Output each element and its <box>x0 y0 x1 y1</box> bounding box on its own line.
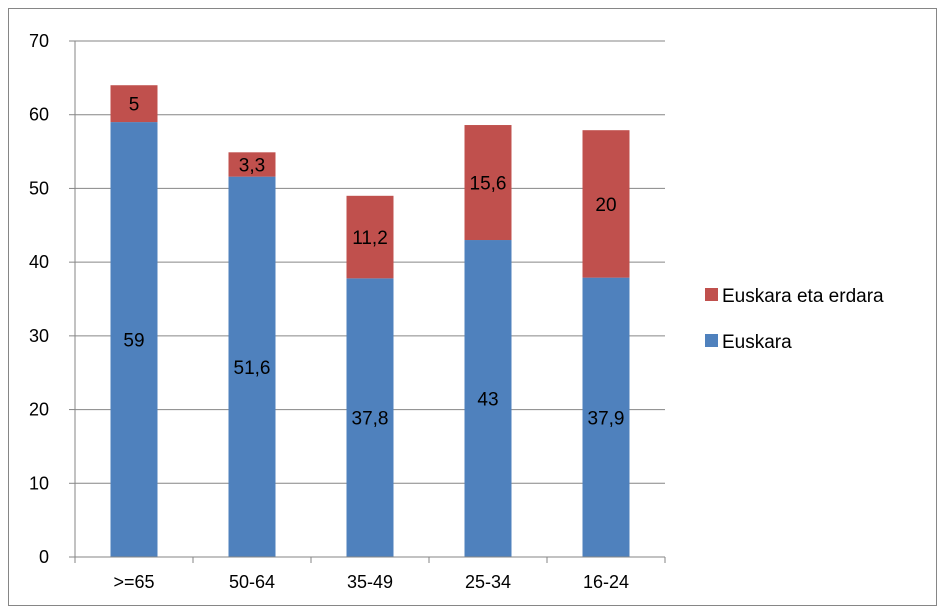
y-tick-label: 70 <box>29 31 49 51</box>
x-axis-tick-labels: >=65 50-64 35-49 25-34 16-24 <box>113 572 629 592</box>
y-axis-tick-labels: 0 10 20 30 40 50 60 70 <box>29 31 49 567</box>
x-tick-label: >=65 <box>113 572 154 592</box>
y-tick-label: 40 <box>29 252 49 272</box>
bar-segment <box>228 152 276 177</box>
x-tick-label: 35-49 <box>347 572 393 592</box>
bar-segment <box>346 195 394 279</box>
data-label: 11,2 <box>352 228 388 249</box>
bar-segment <box>346 278 394 557</box>
data-label: 59 <box>123 331 144 352</box>
data-label: 3,3 <box>239 155 265 176</box>
x-tick-label: 50-64 <box>229 572 275 592</box>
x-tick-label: 16-24 <box>583 572 629 592</box>
data-label: 37,9 <box>588 408 625 429</box>
legend: Euskara eta erdara Euskara <box>705 286 884 353</box>
bar-segment <box>228 176 276 558</box>
legend-label: Euskara <box>722 332 792 353</box>
y-tick-label: 60 <box>29 105 49 125</box>
data-label: 51,6 <box>234 358 271 379</box>
legend-label: Euskara eta erdara <box>722 286 884 307</box>
bar-segment <box>582 277 630 557</box>
x-tick-label: 25-34 <box>465 572 511 592</box>
bar-segment <box>110 85 158 123</box>
y-tick-label: 10 <box>29 473 49 493</box>
data-label: 15,6 <box>470 174 507 195</box>
bar-segment <box>582 130 630 278</box>
data-label: 43 <box>477 390 498 411</box>
data-label: 37,8 <box>352 409 389 430</box>
legend-swatch <box>705 288 718 301</box>
y-tick-label: 50 <box>29 178 49 198</box>
data-label: 20 <box>595 195 616 216</box>
legend-swatch <box>705 334 718 347</box>
y-tick-label: 30 <box>29 326 49 346</box>
bars: 59 5 51,6 3,3 37,8 11,2 43 15,6 37,9 20 <box>110 85 630 558</box>
y-tick-label: 0 <box>39 547 49 567</box>
bar-segment <box>464 125 512 241</box>
bar-segment <box>464 240 512 557</box>
axes <box>69 40 666 563</box>
gridlines <box>75 40 665 484</box>
data-label: 5 <box>129 95 140 116</box>
y-tick-label: 20 <box>29 400 49 420</box>
bar-segment <box>110 122 158 557</box>
